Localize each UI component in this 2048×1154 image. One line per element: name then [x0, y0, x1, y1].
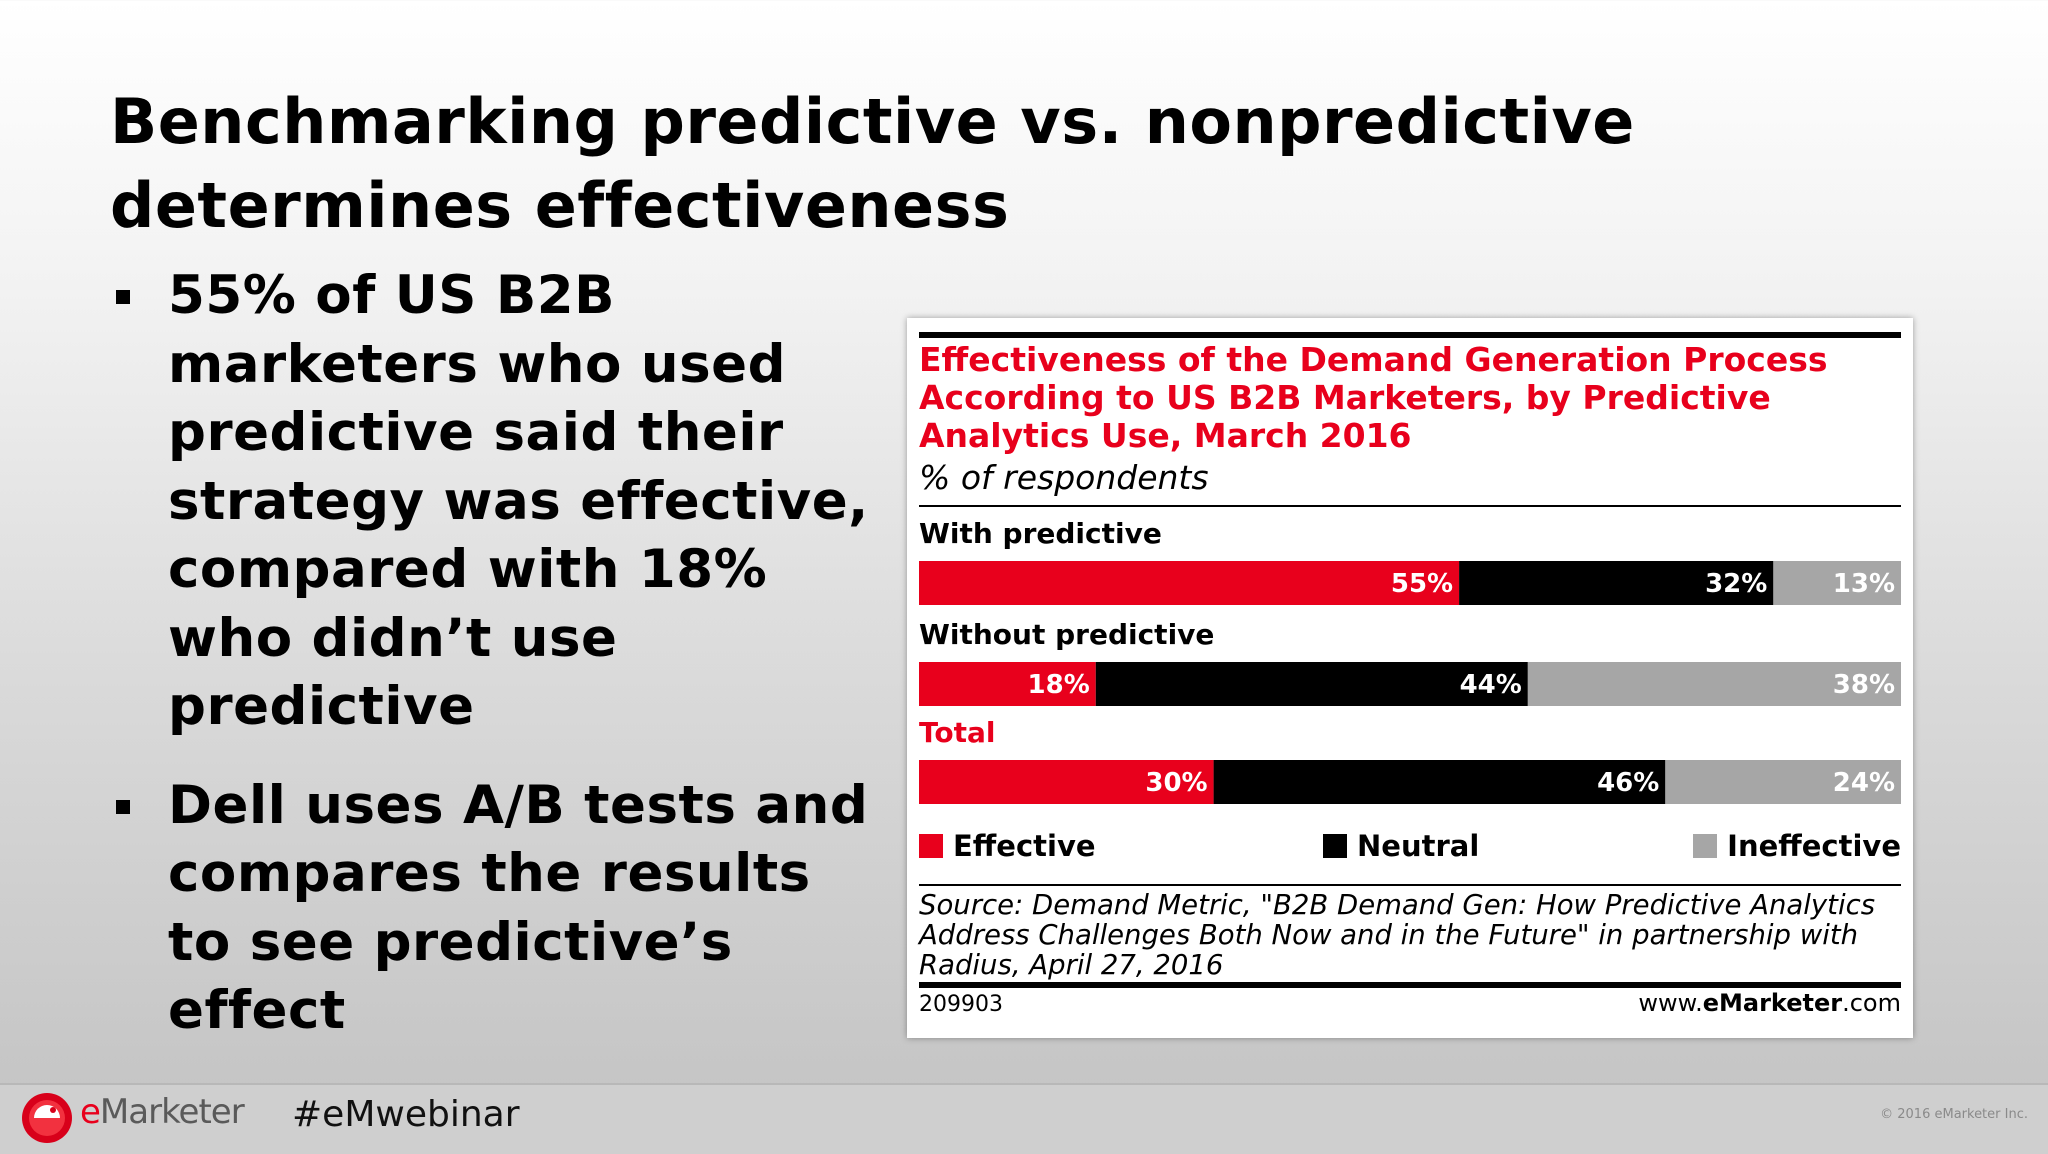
legend-swatch-effective	[919, 834, 943, 858]
data-label: 24%	[1833, 768, 1895, 798]
data-label: 44%	[1460, 670, 1522, 700]
logo-text-e: e	[80, 1092, 101, 1132]
chart-top-rule	[919, 332, 1901, 338]
data-label: 32%	[1705, 569, 1767, 599]
copyright-notice: © 2016 eMarketer Inc.	[1880, 1107, 2028, 1122]
emarketer-logo-text: eMarketer	[80, 1092, 245, 1132]
brand-suffix: .com	[1842, 989, 1901, 1017]
source-rule	[919, 884, 1901, 886]
category-label: Without predictive	[919, 618, 1214, 651]
bar-segment-neutral	[1459, 561, 1774, 605]
legend-label-effective: Effective	[953, 829, 1096, 863]
legend-item-ineffective: Ineffective	[1693, 826, 1901, 866]
brand-name: eMarketer	[1702, 989, 1843, 1017]
bar-segment-ineffective	[1773, 561, 1901, 605]
legend-label-neutral: Neutral	[1357, 829, 1480, 863]
legend-swatch-neutral	[1323, 834, 1347, 858]
slide-title-line-1: Benchmarking predictive vs. nonpredictiv…	[110, 85, 1635, 158]
chart-subtitle: % of respondents	[919, 458, 1209, 497]
bar-segment-ineffective	[1527, 662, 1901, 706]
legend-item-effective: Effective	[919, 826, 1096, 866]
data-label: 13%	[1833, 569, 1895, 599]
legend-label-ineffective: Ineffective	[1727, 829, 1901, 863]
category-label: Total	[919, 716, 996, 749]
bar-segment-neutral	[1213, 760, 1666, 804]
slide-title-line-2: determines effectiveness	[110, 169, 1010, 242]
bar-segment-effective	[919, 760, 1214, 804]
data-label: 30%	[1145, 768, 1207, 798]
legend-item-neutral: Neutral	[1323, 826, 1479, 866]
chart-title: Effectiveness of the Demand Generation P…	[919, 340, 1828, 455]
data-label: 55%	[1391, 569, 1453, 599]
bar-segment-effective	[919, 662, 1096, 706]
stacked-bar-chart: With predictive 55% 32% 13% Without predicti…	[919, 517, 1901, 804]
legend-swatch-ineffective	[1693, 834, 1718, 858]
chart-legend: Effective Neutral Ineffective	[919, 826, 1901, 866]
bar-segment-ineffective	[1665, 760, 1901, 804]
emarketer-logo-icon	[22, 1093, 72, 1143]
bar-segment-neutral	[1095, 662, 1528, 706]
webinar-hashtag: #eMwebinar	[292, 1094, 520, 1135]
bar-segment-effective	[919, 561, 1460, 605]
chart-card: Effectiveness of the Demand Generation P…	[907, 318, 1913, 1038]
category-label: With predictive	[919, 517, 1162, 550]
bullet-item: Dell uses A/B tests and compares the res…	[110, 772, 890, 1046]
data-label: 38%	[1833, 670, 1895, 700]
source-note: Source: Demand Metric, "B2B Demand Gen: …	[919, 889, 1876, 981]
bullet-list: 55% of US B2B marketers who used predict…	[110, 262, 890, 1046]
chart-id: 209903	[919, 992, 1003, 1017]
data-label: 18%	[1028, 670, 1090, 700]
brand-prefix: www.	[1638, 989, 1703, 1017]
chart-bottom-rule	[919, 982, 1901, 988]
chart-header-rule	[919, 505, 1901, 507]
slide-title: Benchmarking predictive vs. nonpredictiv…	[110, 80, 1910, 248]
data-label: 46%	[1597, 768, 1659, 798]
chart-source-link: www.eMarketer.com	[1638, 988, 1901, 1018]
footer-bar	[0, 1083, 2048, 1154]
logo-text-rest: Marketer	[99, 1092, 245, 1132]
bullet-item: 55% of US B2B marketers who used predict…	[110, 262, 890, 742]
